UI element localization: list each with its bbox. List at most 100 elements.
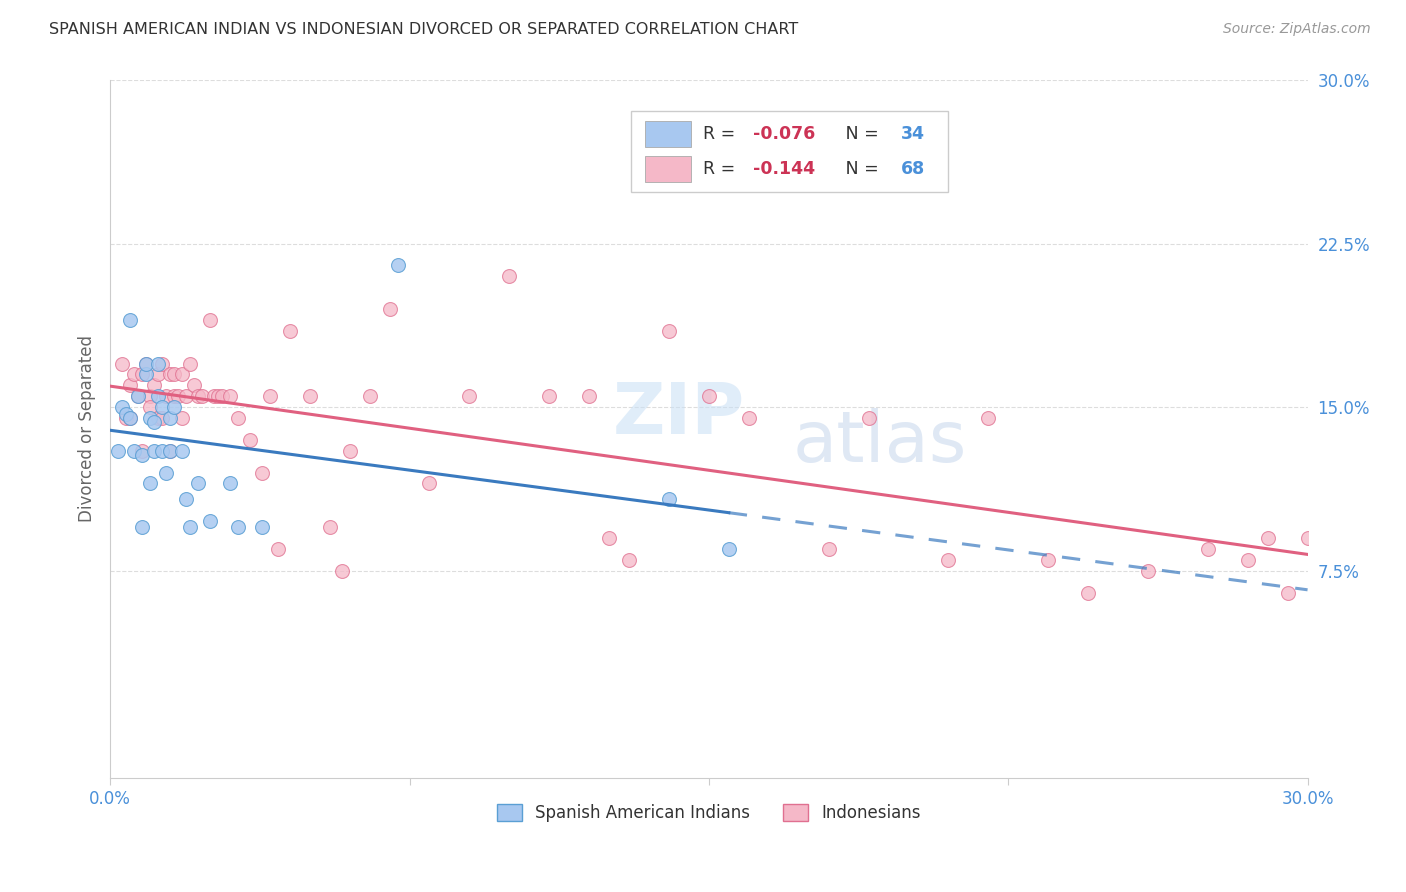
Text: ZIP: ZIP — [613, 381, 745, 450]
Point — [143, 443, 166, 458]
Point — [211, 389, 233, 403]
Point — [387, 258, 409, 272]
Point — [717, 541, 740, 556]
Point — [239, 433, 262, 447]
Point — [187, 389, 209, 403]
Point — [202, 389, 225, 403]
FancyBboxPatch shape — [631, 112, 948, 192]
Point — [538, 389, 561, 403]
Point — [267, 541, 290, 556]
Point — [131, 443, 153, 458]
Point — [1036, 553, 1059, 567]
Point — [107, 443, 129, 458]
Point — [1197, 541, 1219, 556]
Point — [127, 389, 149, 403]
Text: N =: N = — [828, 161, 884, 178]
Bar — [645, 156, 690, 182]
Point — [122, 368, 145, 382]
Point — [977, 411, 1000, 425]
Point — [111, 357, 134, 371]
Point — [174, 389, 197, 403]
Point — [1077, 585, 1099, 599]
Point — [163, 368, 186, 382]
Point — [135, 368, 157, 382]
Point — [359, 389, 381, 403]
Point — [219, 476, 242, 491]
Point — [170, 368, 193, 382]
Point — [159, 443, 181, 458]
Text: N =: N = — [828, 125, 884, 143]
Point — [817, 541, 839, 556]
Point — [226, 411, 249, 425]
Point — [226, 520, 249, 534]
Point — [139, 400, 162, 414]
Point — [159, 443, 181, 458]
Text: SPANISH AMERICAN INDIAN VS INDONESIAN DIVORCED OR SEPARATED CORRELATION CHART: SPANISH AMERICAN INDIAN VS INDONESIAN DI… — [49, 22, 799, 37]
Point — [146, 368, 169, 382]
Point — [617, 553, 640, 567]
Legend: Spanish American Indians, Indonesians: Spanish American Indians, Indonesians — [489, 797, 928, 829]
Point — [163, 389, 186, 403]
Point — [1136, 564, 1159, 578]
Point — [120, 411, 142, 425]
Point — [139, 389, 162, 403]
Y-axis label: Divorced or Separated: Divorced or Separated — [79, 335, 96, 523]
Point — [498, 269, 520, 284]
Point — [150, 400, 173, 414]
Point — [658, 324, 681, 338]
Point — [170, 443, 193, 458]
Point — [1257, 531, 1279, 545]
Point — [155, 466, 177, 480]
Text: atlas: atlas — [793, 409, 967, 477]
Point — [278, 324, 301, 338]
Point — [146, 389, 169, 403]
Point — [111, 400, 134, 414]
Point — [198, 514, 221, 528]
Point — [135, 357, 157, 371]
Point — [120, 313, 142, 327]
Point — [115, 407, 138, 421]
Point — [219, 389, 242, 403]
Point — [1296, 531, 1319, 545]
Point — [174, 491, 197, 506]
Text: R =: R = — [703, 161, 741, 178]
Point — [1236, 553, 1258, 567]
Point — [127, 389, 149, 403]
Point — [150, 411, 173, 425]
Point — [318, 520, 340, 534]
Point — [131, 368, 153, 382]
Point — [298, 389, 321, 403]
Point — [187, 476, 209, 491]
Point — [143, 416, 166, 430]
Point — [179, 520, 201, 534]
Point — [378, 301, 401, 316]
Point — [115, 411, 138, 425]
Point — [159, 411, 181, 425]
Point — [150, 357, 173, 371]
Point — [458, 389, 481, 403]
Point — [330, 564, 353, 578]
Point — [155, 389, 177, 403]
Point — [658, 491, 681, 506]
Point — [697, 389, 720, 403]
Point — [120, 411, 142, 425]
Point — [418, 476, 440, 491]
Point — [150, 443, 173, 458]
Point — [120, 378, 142, 392]
Point — [250, 520, 273, 534]
Point — [183, 378, 205, 392]
Point — [122, 443, 145, 458]
Point — [191, 389, 214, 403]
Point — [139, 476, 162, 491]
Point — [179, 357, 201, 371]
Point — [159, 368, 181, 382]
Text: 34: 34 — [900, 125, 925, 143]
Point — [163, 400, 186, 414]
Text: 68: 68 — [900, 161, 925, 178]
Point — [578, 389, 600, 403]
Point — [339, 443, 361, 458]
Point — [738, 411, 761, 425]
Point — [858, 411, 880, 425]
Point — [139, 411, 162, 425]
Point — [146, 411, 169, 425]
